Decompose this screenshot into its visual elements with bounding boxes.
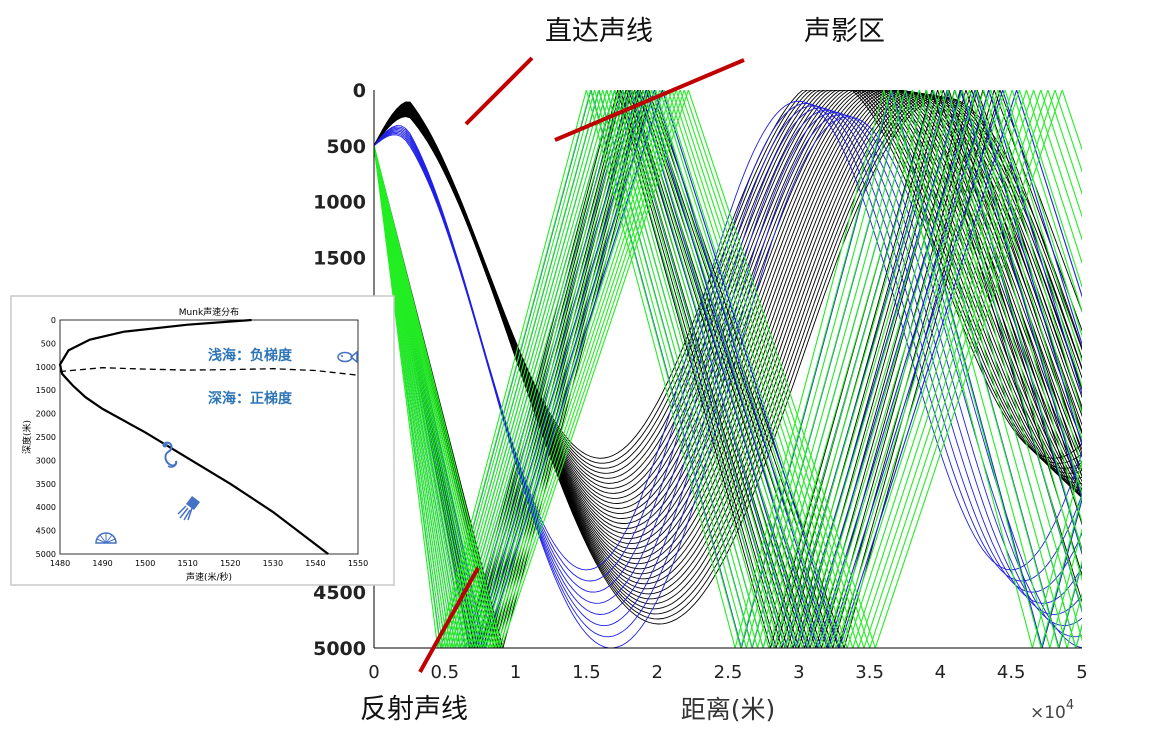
- inset-x-tick-label: 1530: [263, 559, 283, 568]
- rays-green: [374, 90, 1082, 648]
- inset-y-tick-label: 4500: [36, 527, 56, 536]
- inset-y-tick-label: 1500: [36, 386, 56, 395]
- inset-title: Munk声速分布: [179, 306, 239, 318]
- y-tick-labels: 0 500 1000 1500 4500 5000: [313, 80, 366, 660]
- inset-x-tick-label: 1510: [178, 559, 198, 568]
- y-tick-label: 1500: [313, 247, 366, 269]
- ray-path-green: [374, 90, 1082, 648]
- ray-path-green: [374, 90, 1082, 648]
- shallow-label: 浅海：负梯度: [208, 347, 293, 364]
- y-tick-label: 0: [353, 80, 366, 102]
- x-multiplier-label: ×104: [1030, 698, 1074, 723]
- ray-path-green: [374, 90, 1082, 648]
- ray-path-green: [374, 90, 1082, 648]
- annotation-arrow-direct: [464, 56, 534, 126]
- inset-plot-area: [59, 319, 359, 555]
- x-tick-label: 4: [935, 662, 946, 683]
- fish-icon: [337, 350, 358, 364]
- ray-path-black: [374, 90, 1082, 648]
- inset-y-tick-label: 2000: [36, 410, 56, 419]
- ray-path-green: [374, 90, 1082, 648]
- x-tick-labels: 0 0.5 1 1.5 2 2.5 3 3.5 4 4.5 5: [368, 662, 1087, 683]
- inset-x-tick-label: 1550: [348, 559, 368, 568]
- inset-y-tick-label: 0: [51, 316, 56, 325]
- inset-y-tick-labels: 0 500 1000 1500 2000 2500 3000 3500 4000 4500 5000: [36, 316, 56, 559]
- ray-path-green: [374, 90, 1082, 648]
- ray-path-green: [374, 90, 1082, 648]
- x-tick-label: 5: [1076, 662, 1087, 683]
- inset-y-tick-label: 3500: [36, 480, 56, 489]
- inset-x-tick-label: 1500: [135, 559, 155, 568]
- ray-path-green: [374, 90, 1082, 648]
- ray-path-green: [374, 90, 1082, 648]
- ray-path-blue: [374, 90, 1082, 648]
- squid-icon: [177, 496, 200, 521]
- munk-profile-line: [58, 318, 329, 555]
- annotation-arrow-reflected: [418, 567, 480, 673]
- shell-icon: [95, 532, 117, 544]
- inset-y-axis-label: 深度(米): [21, 420, 33, 454]
- inset-x-tick-label: 1490: [92, 559, 112, 568]
- x-tick-label: 4.5: [997, 662, 1026, 683]
- inset-x-tick-label: 1540: [305, 559, 325, 568]
- inset-y-tick-label: 2500: [36, 433, 56, 442]
- annotation-arrow-shadow: [554, 58, 745, 142]
- ray-path-green: [374, 90, 1082, 648]
- y-tick-label: 500: [326, 136, 366, 158]
- inset-x-tick-label: 1520: [220, 559, 240, 568]
- ray-path-green: [374, 90, 1082, 648]
- seahorse-icon: [162, 441, 178, 468]
- x-tick-label: 1: [510, 662, 521, 683]
- inset-x-tick-label: 1480: [50, 559, 70, 568]
- inset-y-tick-label: 3000: [36, 456, 56, 465]
- x-axis-label: 距离(米): [681, 695, 776, 724]
- y-tick-label: 5000: [313, 638, 366, 660]
- ray-path-green: [374, 90, 1082, 648]
- y-tick-label: 1000: [313, 192, 366, 214]
- x-tick-label: 0: [368, 662, 379, 683]
- inset-x-axis-label: 声速(米/秒): [186, 571, 232, 583]
- inset-y-tick-label: 500: [41, 339, 56, 348]
- x-tick-label: 2: [651, 662, 662, 683]
- ray-path-blue: [374, 116, 1082, 648]
- ray-path-black: [374, 96, 1082, 625]
- annotation-reflected-ray: 反射声线: [360, 694, 468, 725]
- inset-y-tick-label: 4000: [36, 503, 56, 512]
- inset-y-tick-label: 1000: [36, 363, 56, 372]
- deep-label: 深海：正梯度: [208, 390, 293, 407]
- ray-path-black: [374, 90, 1082, 648]
- y-tick-label: 4500: [313, 582, 366, 604]
- ray-trace-plot: 0 0.5 1 1.5 2 2.5 3 3.5 4 4.5 5 0 500 1000 1500 4500 50…: [313, 80, 1088, 724]
- inset-y-tick-label: 5000: [36, 550, 56, 559]
- x-tick-label: 2.5: [714, 662, 743, 683]
- inset-x-tick-labels: 1480 1490 1500 1510 1520 1530 1540 1550: [50, 559, 368, 568]
- ray-path-green: [374, 90, 1082, 648]
- x-tick-label: 3: [793, 662, 804, 683]
- munk-inset: Munk声速分布 1480 1490 1500 1510 1520 1530 1540 155…: [10, 295, 395, 586]
- ray-path-green: [374, 90, 1082, 648]
- x-tick-label: 1.5: [572, 662, 601, 683]
- annotation-direct-ray: 直达声线: [545, 16, 653, 47]
- annotation-shadow-zone: 声影区: [804, 16, 885, 47]
- x-tick-label: 0.5: [430, 662, 459, 683]
- annotations: 直达声线 声影区 反射声线: [360, 16, 885, 725]
- x-tick-label: 3.5: [855, 662, 884, 683]
- inset-frame: [10, 295, 395, 586]
- ray-path-green: [374, 90, 1082, 648]
